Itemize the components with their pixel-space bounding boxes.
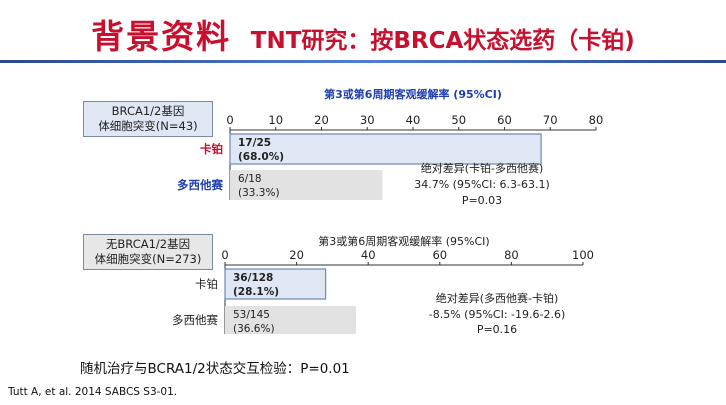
group-label-line: 体细胞突变(N=43): [98, 119, 198, 133]
bar: [224, 268, 327, 300]
x-tick-label: 40: [361, 248, 376, 262]
x-tick-label: 0: [221, 248, 228, 262]
difference-annotation: P=0.03: [462, 194, 502, 207]
bar-data-label: 17/25: [238, 137, 271, 149]
difference-annotation: P=0.16: [477, 323, 517, 336]
group-label-line: 无BRCA1/2基因: [105, 237, 191, 251]
bar-data-label: (28.1%): [233, 286, 279, 298]
bar-data-label: (68.0%): [238, 151, 284, 163]
bar-data-label: 53/145: [233, 309, 270, 321]
x-tick-label: 70: [543, 113, 558, 127]
category-label: 卡铂: [200, 142, 223, 156]
x-tick-label: 20: [314, 113, 329, 127]
axis-title: 第3或第6周期客观缓解率 (95%CI): [318, 234, 489, 248]
difference-annotation: 绝对差异(多西他赛-卡铂): [436, 291, 559, 305]
x-tick-label: 80: [589, 113, 604, 127]
x-tick-label: 100: [572, 248, 594, 262]
bar: [229, 133, 542, 165]
difference-annotation: 34.7% (95%CI: 6.3-63.1): [414, 178, 550, 191]
bar-data-label: (36.6%): [233, 323, 275, 335]
bar-data-label: (33.3%): [238, 187, 280, 199]
bar: [225, 306, 357, 334]
bar: [230, 170, 383, 200]
category-label: 多西他赛: [172, 313, 218, 327]
group-label-line: BRCA1/2基因: [111, 104, 185, 118]
x-tick-label: 40: [406, 113, 421, 127]
bar-data-label: 6/18: [238, 173, 262, 185]
difference-annotation: 绝对差异(卡铂-多西他赛): [421, 161, 544, 175]
group2-label: 无BRCA1/2基因 体细胞突变(N=273): [83, 234, 213, 270]
x-tick-label: 0: [226, 113, 233, 127]
slide-title: 背景资料 TNT研究：按BRCA状态选药（卡铂): [0, 10, 726, 58]
difference-annotation: -8.5% (95%CI: -19.6-2.6): [429, 308, 566, 321]
x-tick-label: 60: [432, 248, 447, 262]
x-tick-label: 20: [289, 248, 304, 262]
title-sub: TNT研究：按BRCA状态选药（卡铂): [250, 28, 635, 54]
axis-title: 第3或第6周期客观缓解率 (95%CI): [324, 87, 502, 101]
group-label-line: 体细胞突变(N=273): [94, 252, 202, 266]
category-label: 多西他赛: [177, 178, 223, 192]
citation: Tutt A, et al. 2014 SABCS S3-01.: [8, 386, 178, 398]
x-tick-label: 80: [504, 248, 519, 262]
x-tick-label: 30: [360, 113, 375, 127]
title-divider: [0, 60, 726, 63]
x-tick-label: 60: [497, 113, 512, 127]
title-main: 背景资料: [91, 17, 232, 56]
interaction-test-note: 随机治疗与BCRA1/2状态交互检验：P=0.01: [80, 361, 350, 377]
x-tick-label: 50: [451, 113, 466, 127]
bar-data-label: 36/128: [233, 272, 273, 284]
category-label: 卡铂: [195, 277, 218, 291]
x-tick-label: 10: [268, 113, 283, 127]
group1-label: BRCA1/2基因 体细胞突变(N=43): [83, 101, 213, 137]
